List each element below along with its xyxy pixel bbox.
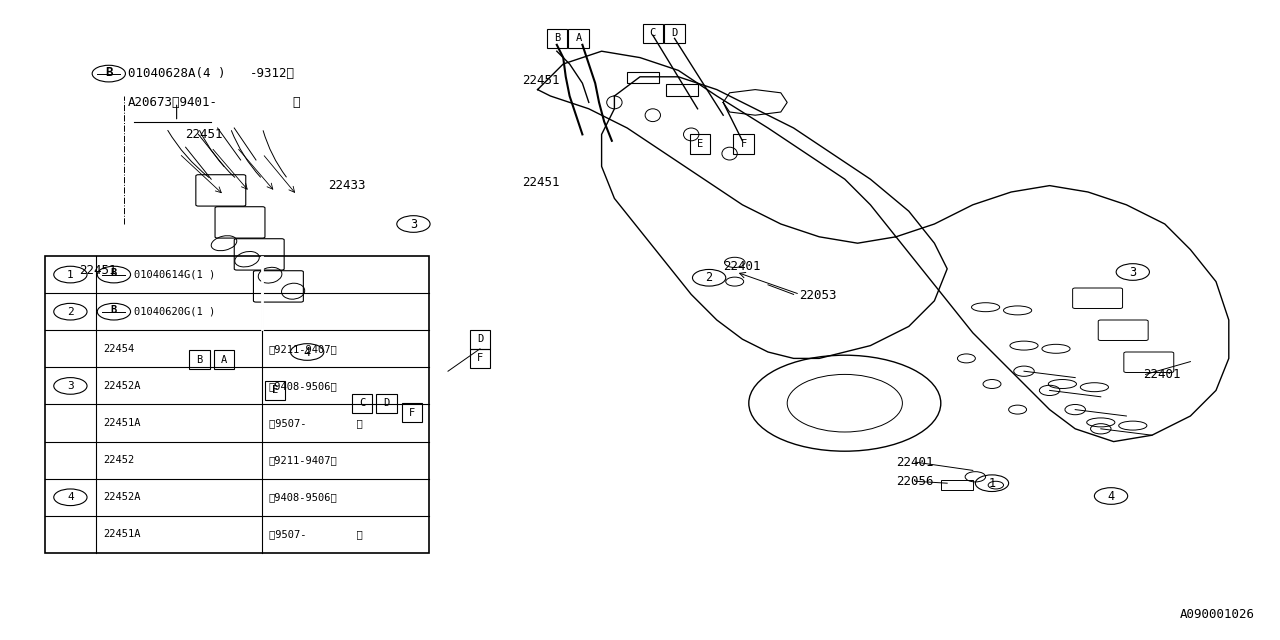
Text: E: E	[273, 385, 278, 396]
Text: A: A	[221, 355, 227, 365]
Text: 22056: 22056	[896, 475, 933, 488]
Text: F: F	[410, 408, 415, 418]
Bar	[470, 349, 490, 368]
Text: 22053: 22053	[799, 289, 836, 302]
Text: B: B	[111, 268, 116, 278]
Text: D: D	[672, 28, 677, 38]
Bar	[547, 29, 567, 48]
Text: 1: 1	[67, 269, 74, 280]
Bar	[941, 480, 973, 490]
Text: 22451: 22451	[522, 176, 559, 189]
Text: 22451A: 22451A	[104, 529, 141, 540]
Text: 22452A: 22452A	[104, 492, 141, 502]
Text: B: B	[554, 33, 559, 44]
Text: A20673（9401-: A20673（9401-	[128, 96, 218, 109]
Bar	[470, 330, 490, 349]
Text: （9211-9407）: （9211-9407）	[269, 455, 338, 465]
Text: 01040628A(4 ): 01040628A(4 )	[128, 67, 225, 80]
Bar	[376, 394, 397, 413]
Bar	[189, 350, 210, 369]
Text: B: B	[197, 355, 202, 365]
Text: （9408-9506）: （9408-9506）	[269, 381, 338, 391]
Text: 22451: 22451	[186, 128, 223, 141]
Text: F: F	[477, 353, 483, 364]
Bar	[643, 24, 663, 43]
Bar	[352, 394, 372, 413]
Text: 01040620G(1 ): 01040620G(1 )	[134, 307, 215, 317]
Text: D: D	[477, 334, 483, 344]
Bar	[568, 29, 589, 48]
Text: 2: 2	[67, 307, 74, 317]
Text: F: F	[741, 139, 746, 149]
Text: 22451: 22451	[79, 264, 116, 276]
Bar	[402, 403, 422, 422]
Text: E: E	[698, 139, 703, 149]
Bar	[666, 84, 698, 96]
Text: A: A	[576, 33, 581, 44]
Text: 4: 4	[1107, 490, 1115, 502]
Bar	[664, 24, 685, 43]
Text: C: C	[650, 28, 655, 38]
Text: 3: 3	[67, 381, 74, 391]
Text: ）: ）	[233, 96, 301, 109]
Text: 2: 2	[705, 271, 713, 284]
Text: 22452A: 22452A	[104, 381, 141, 391]
Text: C: C	[360, 398, 365, 408]
Text: B: B	[105, 66, 113, 79]
Bar	[214, 350, 234, 369]
Text: 1: 1	[988, 477, 996, 490]
Bar	[265, 381, 285, 400]
Text: 22401: 22401	[723, 260, 760, 273]
Text: 22401: 22401	[1143, 368, 1180, 381]
Bar	[733, 134, 754, 154]
Bar	[45, 256, 429, 553]
Text: 22451: 22451	[522, 74, 559, 86]
Text: 3: 3	[1129, 266, 1137, 278]
Text: 4: 4	[303, 346, 311, 358]
Text: （9507-        ）: （9507- ）	[269, 418, 362, 428]
Text: 3: 3	[410, 218, 417, 230]
Bar	[690, 134, 710, 154]
Text: -9312）: -9312）	[250, 67, 294, 80]
Text: 22401: 22401	[896, 456, 933, 468]
Text: 4: 4	[67, 492, 74, 502]
Text: （9507-        ）: （9507- ）	[269, 529, 362, 540]
Text: （9408-9506）: （9408-9506）	[269, 492, 338, 502]
Text: （9211-9407）: （9211-9407）	[269, 344, 338, 354]
Text: D: D	[384, 398, 389, 408]
Text: 22451A: 22451A	[104, 418, 141, 428]
Text: B: B	[111, 305, 116, 316]
Bar	[627, 72, 659, 83]
Text: 01040614G(1 ): 01040614G(1 )	[134, 269, 215, 280]
Text: 22454: 22454	[104, 344, 134, 354]
Text: A090001026: A090001026	[1179, 608, 1254, 621]
Text: 22452: 22452	[104, 455, 134, 465]
Text: 22433: 22433	[328, 179, 365, 192]
